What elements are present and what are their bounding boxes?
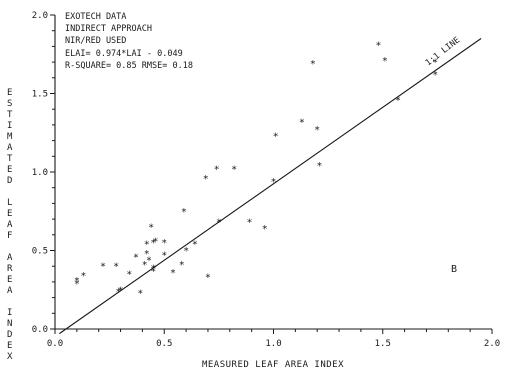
data-point: *	[432, 70, 438, 81]
tick-labels: 0.0 0.5 1.0 1.5 2.0 0.0 0.5 1.0 1.5 2.0	[32, 11, 500, 349]
y-axis-title-letter: E	[7, 341, 13, 351]
data-point: *	[316, 161, 322, 172]
data-point: *	[179, 260, 185, 271]
x-tick-label: 0.0	[47, 339, 63, 349]
data-point: *	[146, 255, 152, 266]
data-point: *	[314, 125, 320, 136]
data-point: *	[183, 246, 189, 257]
data-point: *	[205, 273, 211, 284]
data-point: *	[214, 164, 220, 175]
data-point: *	[100, 262, 106, 273]
y-axis-title-letter: I	[7, 308, 13, 318]
y-axis-title-letter: M	[7, 132, 13, 142]
x-tick-label: 0.5	[156, 339, 172, 349]
x-tick-label: 2.0	[484, 339, 500, 349]
data-point: *	[170, 268, 176, 279]
y-tick-label: 0.5	[32, 247, 48, 257]
data-point: *	[246, 218, 252, 229]
y-axis-title-letter: T	[7, 110, 13, 120]
y-axis-title-letter: E	[7, 88, 13, 98]
annotation-block: EXOTECH DATA INDIRECT APPROACH NIR/RED U…	[65, 12, 193, 71]
y-axis-title-letter: A	[7, 286, 13, 296]
data-point: *	[152, 237, 158, 248]
fit-line-group	[59, 38, 482, 335]
data-point: *	[150, 266, 156, 277]
data-point: *	[148, 222, 154, 233]
y-axis-title-letter: E	[7, 209, 13, 219]
x-tick-label: 1.5	[375, 339, 391, 349]
y-tick-label: 0.0	[32, 325, 48, 335]
data-point: *	[142, 260, 148, 271]
data-point: *	[181, 207, 187, 218]
data-point: *	[203, 174, 209, 185]
data-point: *	[216, 218, 222, 229]
y-axis-title-letter: D	[7, 176, 13, 186]
x-axis-title: MEASURED LEAF AREA INDEX	[202, 360, 344, 370]
data-point: *	[310, 59, 316, 70]
y-tick-label: 1.0	[32, 168, 48, 178]
data-points: **** ************************************…	[74, 40, 438, 299]
data-point: *	[273, 131, 279, 142]
y-axis-title-letter: E	[7, 165, 13, 175]
y-axis-title-letter: E	[7, 275, 13, 285]
data-point: *	[150, 263, 156, 274]
data-point: *	[80, 271, 86, 282]
y-axis-title-letter: L	[7, 198, 13, 208]
y-axis-title-letter: A	[7, 220, 13, 230]
data-point: *	[118, 285, 124, 296]
y-axis-title-letter: I	[7, 121, 13, 131]
y-axis-title-letter: A	[7, 253, 13, 263]
y-axis-title-letter: R	[7, 264, 13, 274]
data-point: *	[115, 287, 121, 298]
data-point: *	[375, 40, 381, 51]
data-point: *	[192, 240, 198, 251]
annotation-line: EXOTECH DATA	[65, 12, 126, 22]
data-point: *	[382, 56, 388, 67]
data-point: *	[161, 238, 167, 249]
data-point: *	[432, 58, 438, 69]
data-point: *	[113, 262, 119, 273]
ticks	[50, 14, 493, 334]
one-to-one-line-label: 1:1 LINE	[424, 35, 462, 68]
y-axis-title-letter: X	[7, 352, 13, 362]
data-point: *	[74, 279, 80, 290]
data-point: *	[144, 249, 150, 260]
data-point: *	[231, 164, 237, 175]
x-tick-label: 1.0	[265, 339, 281, 349]
data-point: *	[299, 117, 305, 128]
annotation-line: ELAI= 0.974*LAI - 0.049	[65, 49, 183, 59]
panel-label: B	[451, 264, 457, 275]
y-axis-title-letter: F	[7, 231, 13, 241]
data-point: *	[395, 95, 401, 106]
annotation-line: INDIRECT APPROACH	[65, 24, 152, 34]
y-tick-label: 2.0	[32, 11, 48, 21]
y-axis-title-letter: A	[7, 143, 13, 153]
annotation-line: NIR/RED USED	[65, 36, 126, 46]
y-axis-title-letter: S	[7, 99, 13, 109]
regression-line	[59, 38, 482, 335]
annotation-line: R-SQUARE= 0.85 RMSE= 0.18	[65, 61, 193, 71]
data-point: *	[133, 252, 139, 263]
y-axis-title-letter: T	[7, 154, 13, 164]
data-point: *	[161, 251, 167, 262]
y-axis-title-letter: N	[7, 319, 13, 329]
data-point: *	[150, 238, 156, 249]
data-point: *	[270, 177, 276, 188]
y-axis-title-letter: D	[7, 330, 13, 340]
data-point: *	[262, 224, 268, 235]
data-point: *	[144, 240, 150, 251]
data-point: *	[137, 288, 143, 299]
y-tick-label: 1.5	[32, 90, 48, 100]
data-point: *	[126, 270, 132, 281]
data-point: *	[74, 276, 80, 287]
